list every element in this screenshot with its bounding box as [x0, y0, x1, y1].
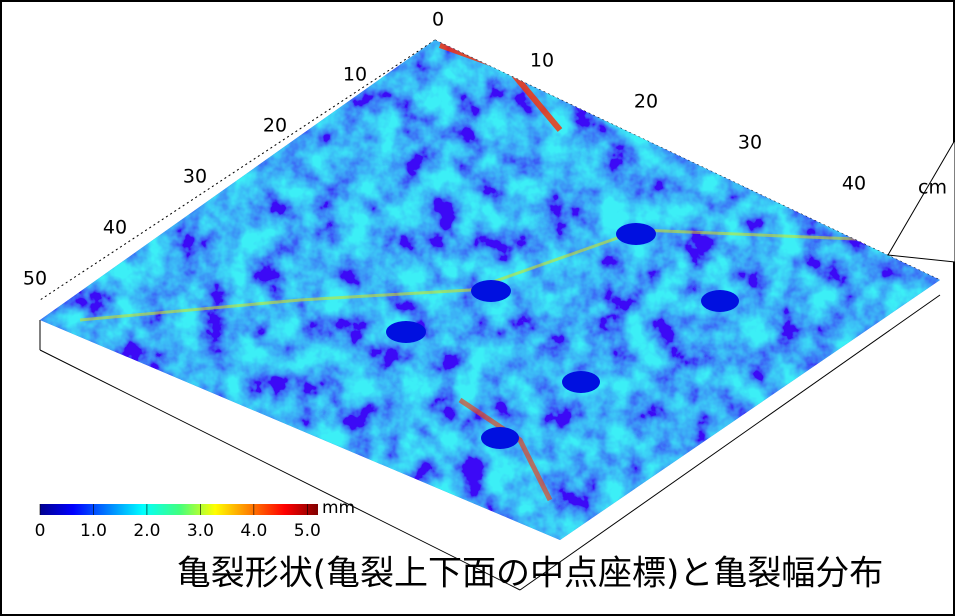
left-tick-label: 20 [263, 115, 287, 137]
figure: 亀裂形状(亀裂上下面の中点座標)と亀裂幅分布 0 10 20 30 40 cm 10 20 30… [0, 0, 955, 616]
right-tick-label: 0 [432, 9, 444, 31]
colorbar-tick-label: 0 [35, 521, 46, 541]
colorbar-tick-label: 1.0 [80, 521, 107, 541]
axis-unit: cm [918, 177, 947, 199]
colorbar-tick-label: 3.0 [187, 521, 214, 541]
right-tick-label: 10 [530, 50, 554, 72]
colorbar-tick-label: 5.0 [294, 521, 321, 541]
caption: 亀裂形状(亀裂上下面の中点座標)と亀裂幅分布 [177, 554, 884, 594]
left-tick-label: 10 [343, 64, 367, 86]
colorbar [40, 504, 318, 515]
colorbar-tick-label: 4.0 [240, 521, 267, 541]
left-tick-label: 50 [23, 268, 47, 290]
colorbar-tick-label: 2.0 [133, 521, 160, 541]
right-tick-label: 20 [634, 91, 658, 113]
colorbar-unit: mm [322, 498, 355, 518]
right-tick-label: 30 [738, 132, 762, 154]
right-tick-label: 40 [842, 173, 866, 195]
left-tick-label: 30 [183, 166, 207, 188]
callout [888, 140, 955, 262]
left-tick-label: 40 [103, 217, 127, 239]
